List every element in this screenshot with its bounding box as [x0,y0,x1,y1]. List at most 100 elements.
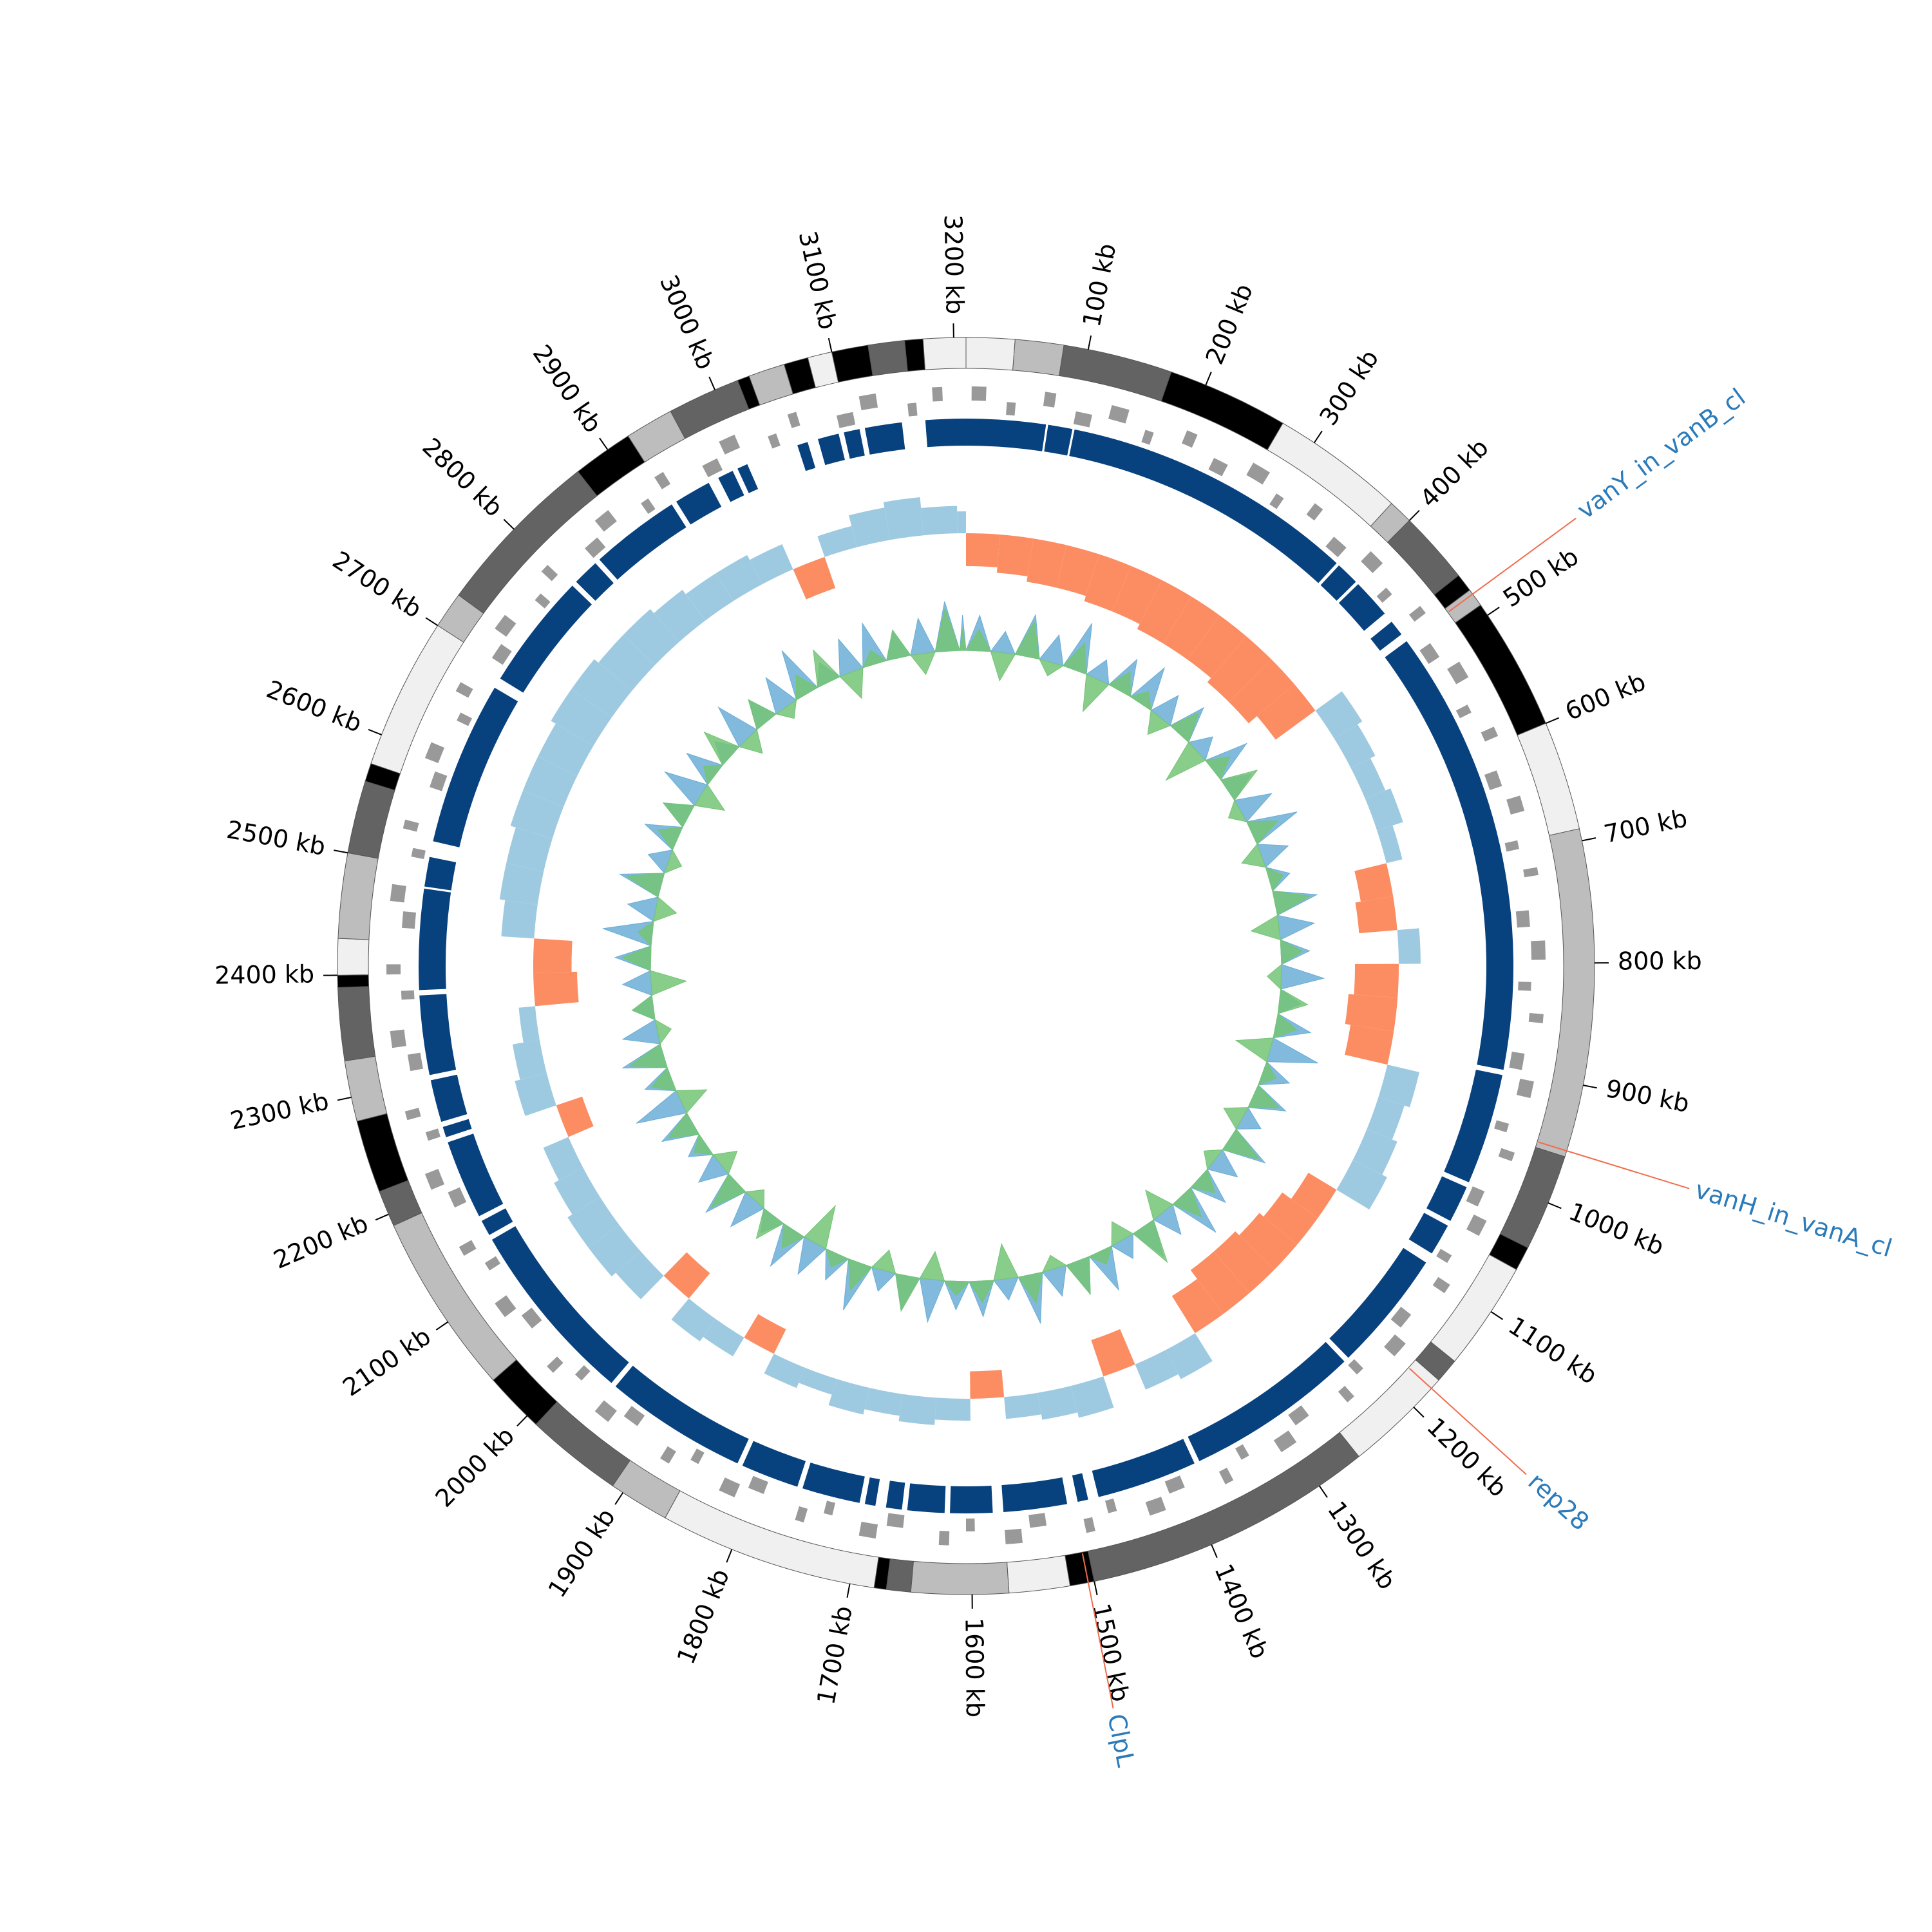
skew-bar [1378,1065,1419,1108]
tick-label: 400 kb [1414,433,1493,513]
gene [1043,392,1057,408]
gene [1208,457,1228,477]
gene [1376,587,1392,603]
block [1426,1176,1467,1221]
gc-spike [667,1112,700,1139]
gene [971,386,987,401]
skew-bar [1162,596,1220,660]
gc-spike [657,827,683,851]
gene [702,458,723,478]
gc-spike [676,1089,708,1114]
tick-mark [1413,1406,1425,1418]
tick-mark [1094,1581,1098,1596]
block [802,1463,865,1503]
gc-spike [710,1173,746,1208]
tick-mark [1087,335,1092,350]
karyotype-band [1499,1146,1566,1249]
skew-bar [1239,1213,1298,1270]
skew-bar [512,1039,547,1080]
tick-mark [1545,717,1560,724]
block [1385,641,1513,1070]
skew-bar [1354,963,1399,998]
gc-spike [662,802,695,828]
gc-spike [990,630,1016,655]
gc-spike [1227,799,1247,822]
gc-spike [738,729,763,754]
karyotype-band [535,1401,631,1486]
gene [1516,1078,1534,1099]
annotation-leader [1538,1141,1690,1189]
block [430,1074,468,1122]
gc-spike [1280,963,1325,990]
block [950,1486,993,1513]
gene [407,1052,423,1072]
block [1188,1341,1345,1461]
skew-bar [1027,538,1067,588]
tick-mark [516,1415,528,1426]
gc-spike [839,667,864,699]
annotation-label: ClpL [1102,1712,1140,1769]
block [817,433,845,466]
tick-mark [1548,1202,1562,1209]
block [966,419,1046,451]
gene [1325,536,1347,558]
gc-spike [1165,741,1206,781]
gene [1108,404,1130,424]
skew-bar [1377,825,1403,864]
karyotype-band [1087,1432,1359,1582]
gc-spike [803,1204,836,1249]
annotation-leader [1409,1368,1527,1475]
gc-spike [1273,1013,1298,1039]
skew-bar [522,756,578,807]
gc-spike [919,1251,945,1282]
annotation-label: vanH_in_vanA_cl [1692,1175,1895,1262]
tick-label: 2800 kb [417,432,508,522]
tick-mark [599,437,609,450]
karyotype-band [904,338,926,372]
tick-label: 200 kb [1200,279,1258,368]
gc-spike [650,1066,677,1092]
skew-bar [966,533,1000,567]
gc-spike [1088,1245,1112,1265]
gc-spike [1241,843,1267,868]
skew-bar [616,1251,664,1300]
gene [1235,1444,1249,1460]
block [1370,621,1402,651]
skew-bar [1315,691,1363,739]
annotation-leader [1448,517,1577,612]
skew-bar [1345,994,1398,1032]
gc-spike [1220,769,1258,801]
gene [1484,770,1502,790]
gene [1073,411,1092,428]
gc-spike [910,651,936,676]
gene [495,614,516,637]
karyotype-band [910,1560,1010,1595]
gene [547,1356,564,1373]
skew-bar [703,1319,744,1357]
tick-mark [503,518,515,530]
gene [719,1477,741,1498]
gene [404,1108,421,1121]
skew-bar [1354,863,1394,902]
gc-spike [755,1208,784,1240]
gene [1481,726,1499,742]
gene [1523,867,1539,878]
gc-spike [934,607,961,652]
gene [1509,1051,1525,1070]
gene [424,1169,445,1190]
gene [455,682,473,698]
block [1320,565,1356,601]
gene [748,1475,768,1494]
block [925,419,966,448]
tick-label: 2100 kb [337,1322,436,1402]
gene [459,1240,477,1256]
gc-spike [621,1019,661,1045]
gene [823,1501,836,1516]
skew-bar [543,1137,583,1180]
gc-spike [1277,989,1309,1014]
skew-bar [533,938,573,972]
karyotype-band [370,625,464,774]
gc-spike [1170,712,1200,743]
gc-spike [1108,671,1131,697]
gc-spike [694,1133,714,1155]
